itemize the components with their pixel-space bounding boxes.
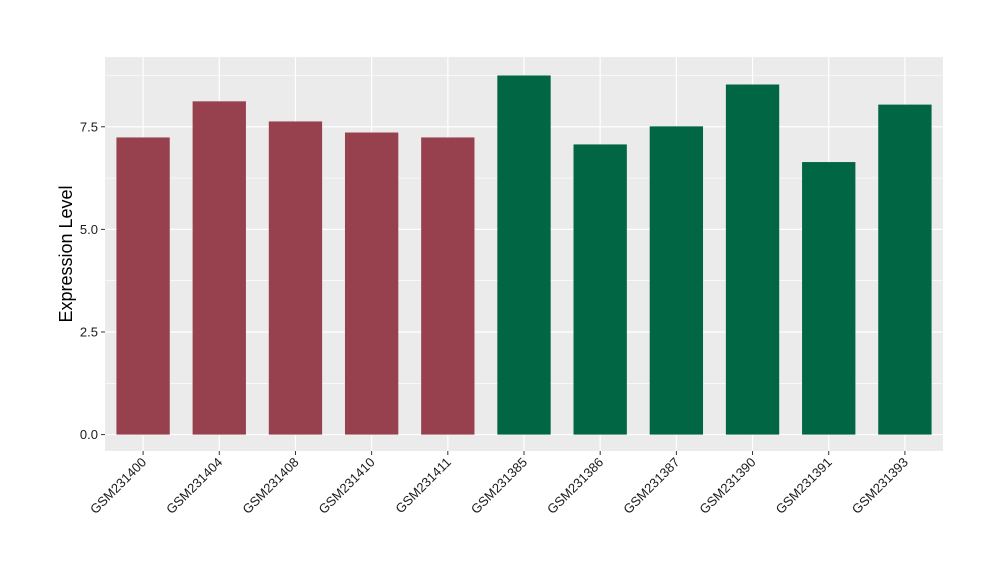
x-axis-ticks xyxy=(142,451,906,455)
bar-GSM231393 xyxy=(878,104,932,435)
bar-GSM231400 xyxy=(116,137,170,435)
bar-GSM231404 xyxy=(192,101,246,435)
bar-GSM231391 xyxy=(802,162,856,435)
bar-GSM231387 xyxy=(649,126,704,435)
y-axis-tick-labels: 0.0 2.5 5.0 7.5 xyxy=(80,119,98,442)
y-tick-label: 5.0 xyxy=(80,222,98,237)
y-tick-label: 2.5 xyxy=(80,324,98,339)
bar-GSM231411 xyxy=(421,137,475,435)
y-tick-label: 7.5 xyxy=(80,119,98,134)
y-axis-title: Expression Level xyxy=(56,185,76,322)
bar-GSM231408 xyxy=(268,121,323,435)
bar-GSM231390 xyxy=(725,84,780,435)
bar-GSM231385 xyxy=(497,75,551,435)
y-axis-ticks xyxy=(101,126,105,436)
bars xyxy=(116,75,932,435)
bar-GSM231386 xyxy=(573,144,627,435)
y-tick-label: 0.0 xyxy=(80,427,98,442)
bar-GSM231410 xyxy=(344,132,399,435)
